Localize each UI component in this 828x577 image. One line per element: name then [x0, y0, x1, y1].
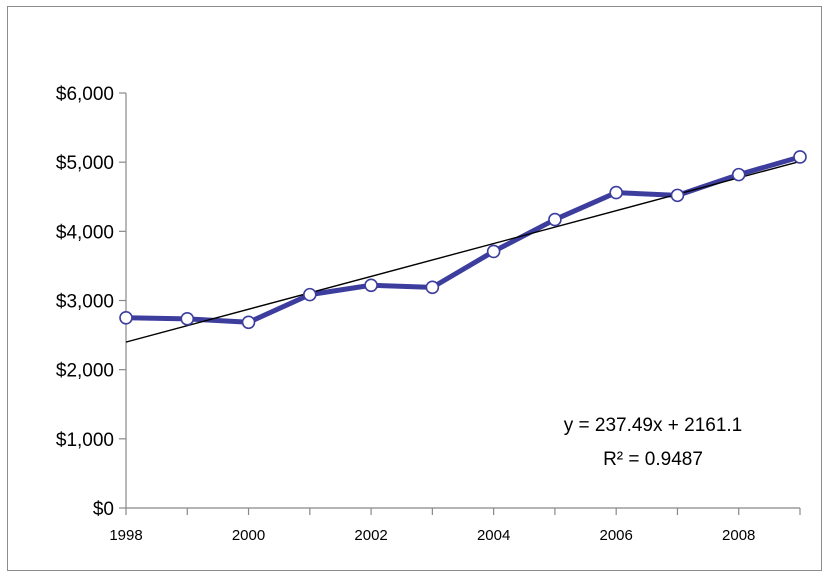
y-tick-label: $3,000: [56, 292, 114, 313]
data-point: [425, 280, 440, 295]
y-tick-label: $6,000: [56, 84, 114, 105]
series-layer: [123, 154, 803, 325]
y-tick-label: $4,000: [56, 222, 114, 243]
x-tick-label: 2002: [354, 527, 387, 544]
data-point: [364, 278, 378, 293]
x-tick-label: 2008: [722, 527, 755, 544]
data-point: [119, 310, 133, 325]
series-line: [123, 154, 803, 325]
trendline-r-squared: R² = 0.9487: [603, 449, 703, 470]
trendline-equation: y = 237.49x + 2161.1: [564, 415, 743, 436]
data-markers: [119, 150, 807, 330]
data-point: [241, 315, 256, 330]
data-point: [670, 188, 685, 203]
data-point: [180, 312, 195, 326]
x-tick-label: 2000: [232, 527, 265, 544]
data-point: [486, 244, 501, 259]
y-tick-label: $0: [93, 499, 114, 520]
y-tick-label: $2,000: [56, 361, 114, 382]
x-tick-label: 1998: [109, 527, 142, 544]
data-point: [793, 150, 807, 164]
x-tick-label: 2004: [477, 527, 510, 544]
data-point: [548, 212, 562, 227]
y-ticks: $0 $1,000 $2,000 $3,000 $4,000 $5,000 $6,000: [56, 84, 126, 520]
y-tick-label: $1,000: [56, 430, 114, 451]
x-tick-label: 2006: [599, 527, 632, 544]
data-point: [731, 167, 746, 182]
data-point: [609, 185, 623, 200]
x-ticks: 1998 2000 2002 2004 2006 2008: [109, 508, 801, 544]
y-tick-label: $5,000: [56, 153, 114, 174]
data-point: [303, 287, 317, 302]
axes: [125, 93, 800, 509]
trendline: [125, 160, 801, 343]
